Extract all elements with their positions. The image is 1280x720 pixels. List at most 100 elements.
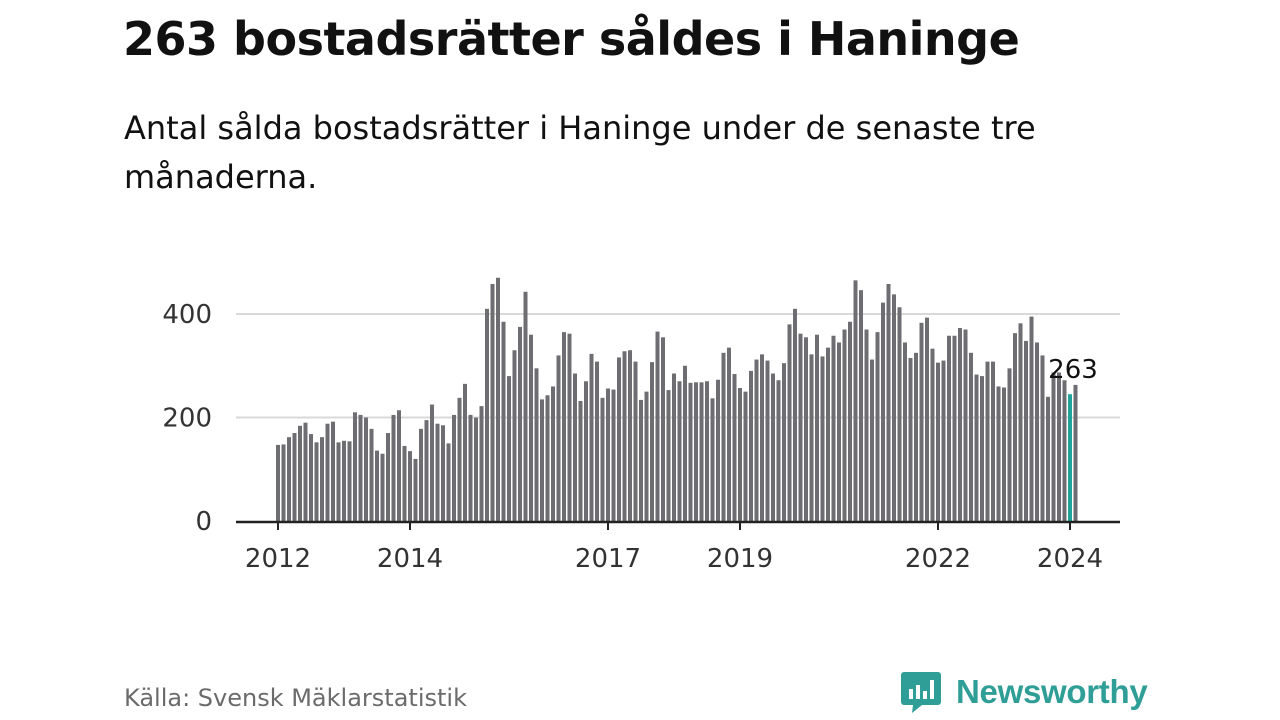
- bar: [424, 420, 429, 521]
- bar: [705, 381, 709, 521]
- bar: [402, 445, 407, 521]
- bar: [864, 329, 869, 521]
- bar: [1035, 342, 1039, 521]
- bar: [875, 332, 880, 521]
- bar: [870, 359, 874, 521]
- bar: [1057, 372, 1061, 521]
- bar: [611, 389, 616, 521]
- bar: [727, 347, 731, 521]
- bar: [776, 380, 781, 521]
- bar: [1062, 380, 1067, 521]
- bar: [479, 406, 484, 521]
- bar: [914, 352, 918, 521]
- bar: [754, 359, 759, 521]
- bar: [908, 357, 913, 521]
- bar: [347, 441, 352, 521]
- bar: [677, 381, 682, 521]
- bar: [721, 352, 726, 521]
- bar: [435, 423, 440, 521]
- x-tick-label-2019: 2019: [707, 544, 773, 574]
- y-tick-label-400: 400: [162, 300, 212, 330]
- bar-highlight: [1068, 394, 1072, 521]
- bar: [809, 354, 814, 521]
- bar: [738, 388, 742, 521]
- bar: [523, 291, 528, 521]
- bar: [512, 350, 517, 521]
- bar: [556, 355, 561, 521]
- bar: [331, 421, 335, 521]
- bar: [996, 386, 1001, 521]
- bar: [1040, 355, 1045, 521]
- x-tick-label-2012: 2012: [245, 544, 311, 574]
- bar: [699, 382, 704, 521]
- bar: [353, 412, 357, 521]
- bar: [969, 352, 973, 521]
- bar: [897, 307, 902, 521]
- bar: [688, 382, 693, 521]
- bar: [749, 370, 753, 521]
- bar: [820, 356, 825, 521]
- bar: [655, 331, 660, 521]
- bar: [518, 326, 522, 521]
- bar: [342, 440, 346, 521]
- bar: [446, 443, 451, 522]
- bar: [826, 347, 830, 521]
- brand-logo[interactable]: Newsworthy: [900, 668, 1148, 716]
- bar: [1051, 372, 1056, 521]
- y-tick-label-200: 200: [162, 404, 212, 434]
- bar: [457, 397, 462, 521]
- bar: [622, 351, 627, 521]
- labels: 0 200 400 2012 2014 2017 2019 2022 2024 263: [162, 300, 1103, 574]
- bar: [903, 342, 907, 521]
- bar: [545, 395, 550, 521]
- bar: [501, 321, 506, 521]
- bar: [628, 350, 632, 521]
- bar: [985, 361, 990, 521]
- bar: [886, 283, 891, 521]
- bar: [958, 327, 962, 521]
- bar: [507, 376, 511, 521]
- bar: [408, 451, 412, 521]
- bar: [859, 290, 863, 521]
- bar: [589, 353, 594, 521]
- bar: [474, 417, 478, 521]
- bar: [468, 414, 473, 521]
- bar: [534, 368, 539, 521]
- bar: [595, 361, 599, 521]
- bar: [1002, 387, 1006, 521]
- bar: [600, 397, 605, 521]
- bar: [551, 386, 555, 521]
- bar: [793, 308, 797, 521]
- bar: [941, 360, 946, 521]
- bar: [578, 400, 583, 521]
- bar: [364, 417, 368, 521]
- bar: [358, 414, 363, 521]
- bar: [1046, 396, 1050, 521]
- bar: [666, 390, 671, 521]
- bar: [892, 294, 896, 521]
- bar: [1024, 340, 1028, 521]
- bar: [314, 442, 319, 521]
- bar: [309, 434, 313, 521]
- bars: [276, 277, 1078, 522]
- bar: [1013, 333, 1017, 521]
- bar: [765, 360, 770, 521]
- bar: [567, 333, 572, 521]
- bar: [815, 334, 819, 521]
- bar: [584, 381, 588, 521]
- bar: [936, 362, 940, 521]
- bar: [320, 437, 324, 521]
- bar: [380, 453, 385, 521]
- brand-name: Newsworthy: [956, 673, 1148, 710]
- bar: [952, 335, 957, 521]
- axes: [236, 520, 1120, 530]
- bar: [369, 428, 374, 521]
- bar: [441, 425, 445, 521]
- bar: [1029, 316, 1034, 521]
- y-tick-label-0: 0: [195, 507, 212, 537]
- bar: [842, 329, 847, 521]
- bar: [974, 374, 979, 521]
- bar: [287, 437, 291, 521]
- bar: [303, 422, 308, 521]
